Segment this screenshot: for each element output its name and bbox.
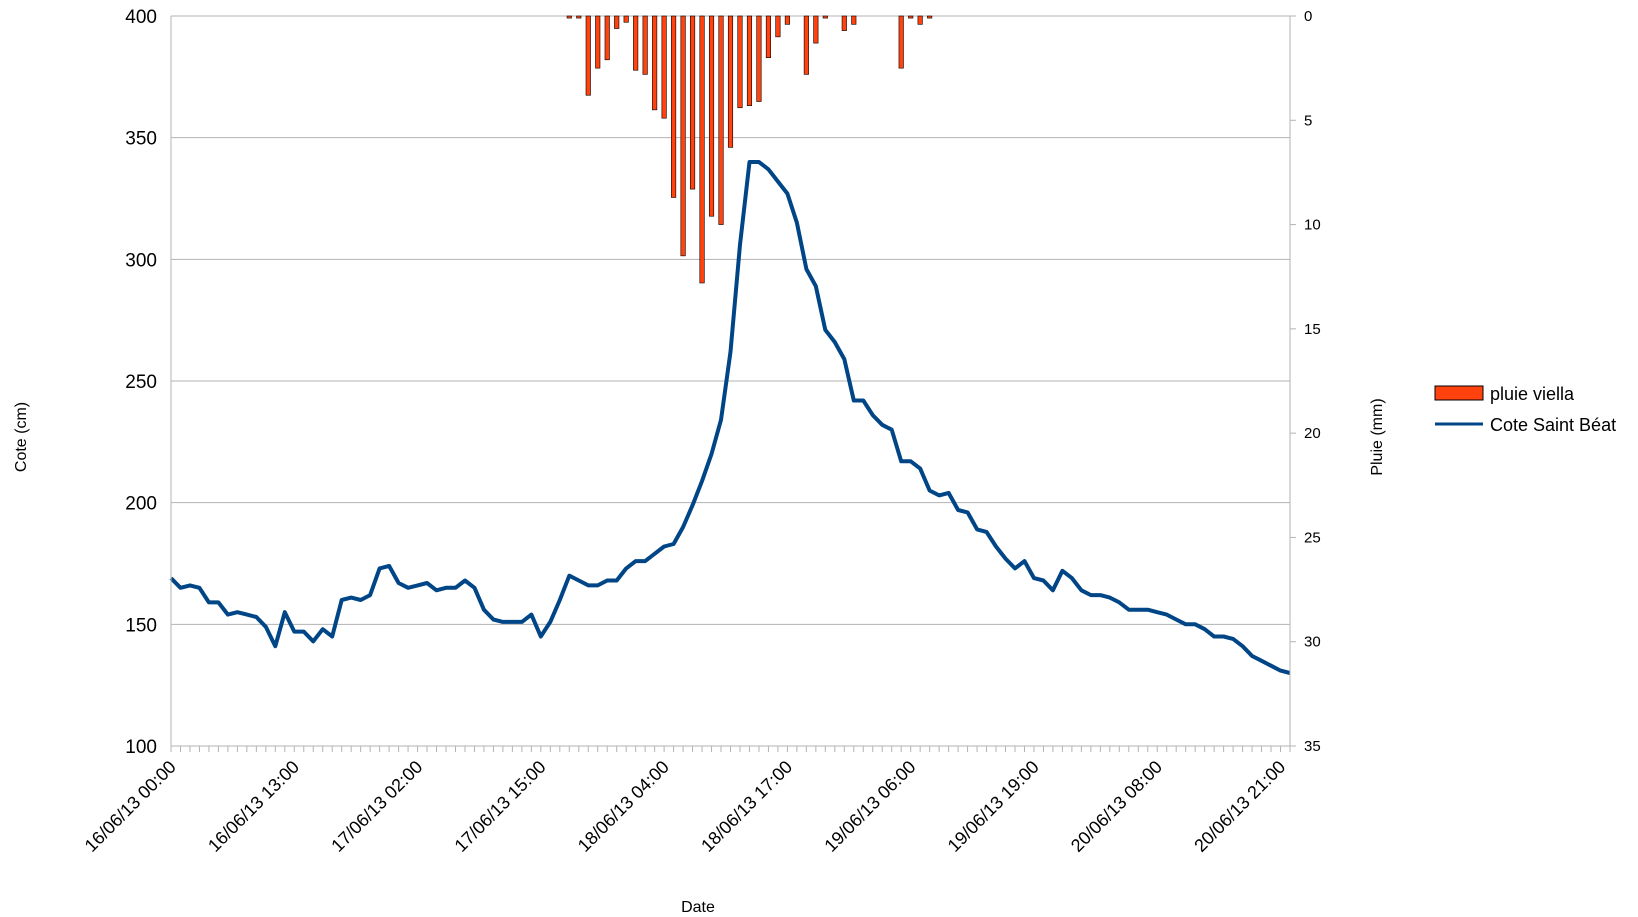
rain-bar <box>585 15 591 96</box>
y-right-tick-label: 5 <box>1304 112 1312 129</box>
rain-bars <box>566 15 933 284</box>
rain-bar <box>908 15 914 19</box>
y-left-tick-label: 400 <box>125 7 157 28</box>
rain-bar <box>822 15 828 19</box>
legend: pluie viella Cote Saint Béat <box>1434 384 1616 435</box>
rain-bar <box>690 15 696 190</box>
y-right-tick-label: 20 <box>1304 425 1321 442</box>
rain-bar <box>737 15 743 109</box>
y-left-tick-label: 300 <box>125 250 157 271</box>
x-tick-label: 18/06/13 17:00 <box>697 757 796 856</box>
rain-bar <box>746 15 753 106</box>
y-axis-left-title: Cote (cm) <box>13 402 30 472</box>
x-tick-label: 19/06/13 06:00 <box>820 757 919 856</box>
y-right-tick-label: 25 <box>1304 529 1321 546</box>
y-left-tick-label: 100 <box>125 737 157 758</box>
rain-bar <box>623 15 629 23</box>
rain-bar <box>576 15 582 19</box>
x-tick-label: 16/06/13 13:00 <box>204 757 303 856</box>
rain-bar <box>604 15 610 61</box>
y-right-tick-label: 35 <box>1304 738 1321 755</box>
rain-bar <box>841 15 847 31</box>
y-right-tick-label: 15 <box>1304 321 1321 338</box>
rain-bar <box>727 15 734 148</box>
rain-bar <box>652 15 658 111</box>
rain-bar <box>775 15 781 38</box>
rain-bar <box>851 15 857 25</box>
y-left-tick-label: 150 <box>125 615 157 636</box>
y-right-tick-label: 0 <box>1304 8 1312 25</box>
x-tick-label: 18/06/13 04:00 <box>574 757 673 856</box>
rain-bar <box>898 15 904 69</box>
rain-bar <box>566 15 572 19</box>
rain-bar <box>765 15 771 59</box>
y-right-tick-label: 30 <box>1304 634 1321 651</box>
x-tick-label: 20/06/13 08:00 <box>1067 757 1166 856</box>
legend-label-level: Cote Saint Béat <box>1490 415 1616 435</box>
rain-bar <box>756 15 762 102</box>
legend-swatch-rain <box>1434 385 1484 401</box>
rain-bar <box>784 15 790 25</box>
y-axis-right-title: Pluie (mm) <box>1369 398 1386 475</box>
rain-bar <box>718 15 724 225</box>
rain-bar <box>927 15 933 19</box>
y-left-tick-label: 200 <box>125 494 157 515</box>
level-series-line <box>169 160 1291 675</box>
rain-bar <box>699 15 705 284</box>
water-level-line <box>169 160 1291 675</box>
rain-bar <box>661 15 667 119</box>
rain-bar <box>708 15 715 217</box>
x-tick-label: 17/06/13 02:00 <box>327 757 426 856</box>
x-axis-title: Date <box>681 899 715 916</box>
rain-bar <box>671 15 677 198</box>
x-tick-label: 17/06/13 15:00 <box>451 757 550 856</box>
rain-bar <box>642 15 648 75</box>
y-left-tick-label: 250 <box>125 372 157 393</box>
rain-bar <box>813 15 819 44</box>
rain-bar <box>595 15 601 69</box>
rain-bar <box>680 15 686 257</box>
rain-bar <box>633 15 639 71</box>
x-tick-label: 16/06/13 00:00 <box>81 757 180 856</box>
x-tick-label: 19/06/13 19:00 <box>944 757 1043 856</box>
axes <box>170 15 1296 752</box>
y-right-tick-label: 10 <box>1304 217 1321 234</box>
rain-bar <box>803 15 809 75</box>
x-tick-label: 20/06/13 21:00 <box>1190 757 1289 856</box>
legend-label-rain: pluie viella <box>1490 384 1575 404</box>
rain-bar <box>917 15 923 25</box>
y-left-tick-label: 350 <box>125 129 157 150</box>
rain-bar <box>614 15 620 29</box>
